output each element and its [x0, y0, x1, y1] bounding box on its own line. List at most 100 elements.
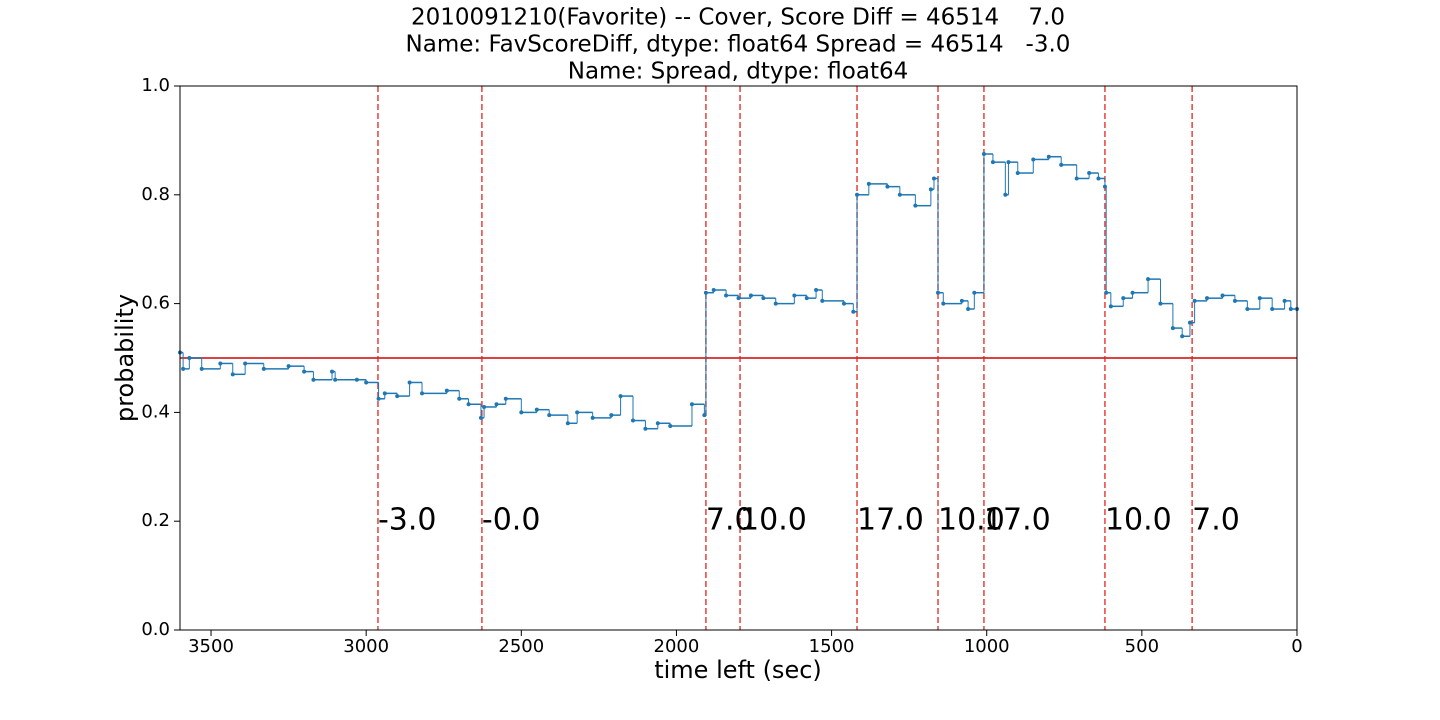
- point: [1232, 298, 1237, 303]
- annotation: 7.0: [1192, 503, 1240, 538]
- annotation: 10.0: [1105, 503, 1172, 538]
- x-tick-label: 1000: [964, 636, 1010, 657]
- point: [1245, 307, 1250, 312]
- point: [773, 301, 778, 306]
- point: [814, 288, 819, 292]
- point: [1282, 298, 1287, 303]
- point: [913, 203, 918, 208]
- y-tick-label: 1.0: [141, 75, 170, 96]
- point: [1108, 304, 1113, 309]
- point: [565, 421, 570, 426]
- point: [643, 426, 648, 431]
- point: [631, 418, 636, 423]
- point: [1074, 176, 1079, 181]
- point: [885, 184, 890, 189]
- point: [1087, 171, 1092, 176]
- point: [575, 410, 580, 415]
- point: [1102, 184, 1107, 189]
- point: [618, 394, 623, 399]
- point: [1130, 290, 1135, 295]
- point: [959, 298, 964, 303]
- point: [820, 298, 825, 303]
- point: [736, 296, 741, 301]
- y-tick-label: 0.6: [141, 293, 170, 314]
- annotation: -0.0: [482, 503, 541, 538]
- point: [243, 361, 248, 366]
- point: [261, 366, 266, 371]
- annotation: 10.0: [740, 503, 807, 538]
- point: [1220, 293, 1225, 298]
- point: [286, 364, 291, 369]
- point: [478, 415, 483, 420]
- point: [1003, 192, 1008, 197]
- point: [230, 372, 235, 377]
- point: [1104, 290, 1109, 295]
- point: [941, 301, 946, 306]
- point: [302, 369, 307, 374]
- point: [668, 424, 673, 428]
- point: [494, 402, 499, 407]
- x-tick-label: 3000: [343, 636, 389, 657]
- point: [936, 290, 941, 295]
- point: [1158, 301, 1163, 306]
- point: [1270, 307, 1275, 312]
- annotation: 17.0: [984, 503, 1051, 538]
- point: [376, 396, 381, 401]
- annotation: -3.0: [378, 503, 437, 538]
- point: [724, 293, 729, 298]
- chart-title: Name: Spread, dtype: float64: [568, 59, 909, 85]
- point: [1046, 154, 1051, 159]
- point: [395, 394, 400, 399]
- point: [761, 296, 766, 301]
- point: [841, 301, 846, 306]
- point: [330, 369, 335, 374]
- point: [711, 288, 716, 292]
- point: [444, 388, 449, 393]
- point: [420, 391, 425, 396]
- point: [1192, 298, 1197, 303]
- point: [931, 176, 936, 181]
- point: [199, 366, 204, 371]
- point: [519, 410, 524, 415]
- annotation: 17.0: [857, 503, 924, 538]
- point: [897, 192, 902, 197]
- point: [547, 413, 552, 418]
- annotation: 10.0: [938, 503, 1005, 538]
- point: [457, 396, 462, 401]
- point: [981, 152, 986, 156]
- point: [655, 421, 660, 426]
- point: [590, 415, 595, 420]
- point: [181, 366, 186, 371]
- point: [1288, 307, 1293, 312]
- point: [1180, 334, 1185, 339]
- point: [1187, 320, 1192, 325]
- point: [928, 187, 933, 192]
- point: [1006, 160, 1011, 165]
- point: [609, 413, 614, 418]
- point: [972, 290, 977, 295]
- point: [534, 407, 539, 412]
- point: [702, 413, 707, 418]
- point: [482, 404, 487, 409]
- point: [792, 293, 797, 298]
- point: [1146, 277, 1151, 282]
- point: [503, 396, 508, 401]
- point: [1257, 296, 1262, 301]
- point: [382, 391, 387, 396]
- x-tick-label: 1500: [809, 636, 855, 657]
- x-tick-label: 2000: [654, 636, 700, 657]
- point: [1059, 162, 1064, 167]
- point: [354, 377, 359, 382]
- y-axis-label: probability: [111, 294, 139, 422]
- annotation: 7.0: [706, 503, 754, 538]
- point: [1015, 171, 1020, 176]
- x-tick-label: 0: [1291, 636, 1302, 657]
- point: [689, 402, 694, 407]
- point: [1170, 326, 1175, 331]
- point: [966, 307, 971, 312]
- x-axis-label: time left (sec): [654, 656, 822, 684]
- point: [407, 380, 412, 385]
- point: [333, 377, 338, 382]
- chart-title: 2010091210(Favorite) -- Cover, Score Dif…: [411, 5, 1065, 31]
